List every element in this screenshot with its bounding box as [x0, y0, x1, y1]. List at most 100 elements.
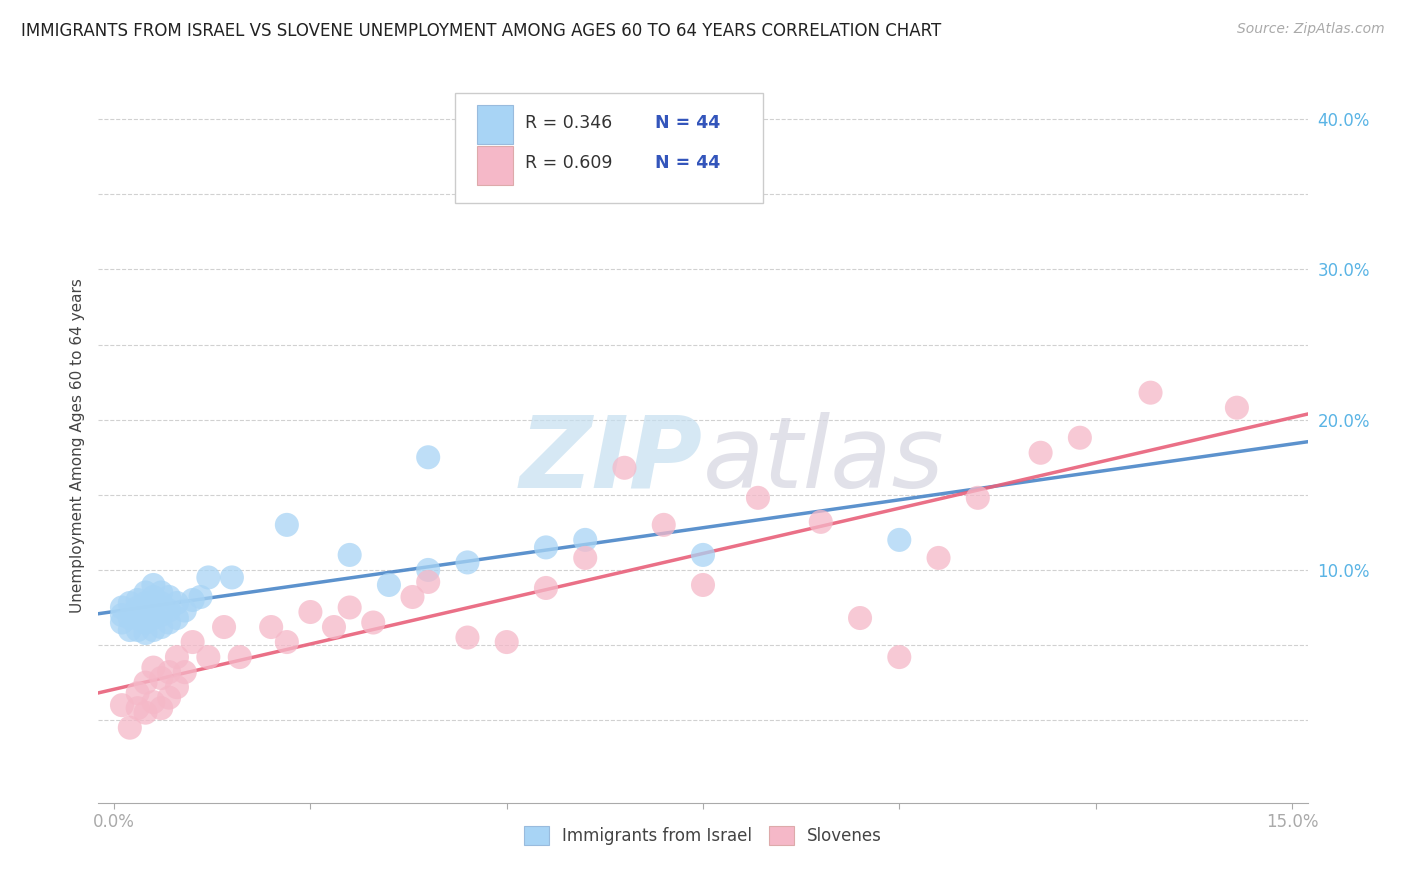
Point: [810, 515, 832, 529]
Point: [418, 574, 440, 589]
Point: [966, 491, 988, 505]
Point: [135, 605, 157, 619]
Text: R = 0.346: R = 0.346: [526, 114, 613, 132]
Point: [574, 533, 596, 547]
Point: [166, 596, 188, 610]
Point: [150, 620, 173, 634]
Point: [142, 695, 165, 709]
Point: [118, 596, 141, 610]
Text: IMMIGRANTS FROM ISRAEL VS SLOVENE UNEMPLOYMENT AMONG AGES 60 TO 64 YEARS CORRELA: IMMIGRANTS FROM ISRAEL VS SLOVENE UNEMPL…: [21, 22, 942, 40]
Point: [1226, 401, 1249, 415]
Point: [118, 721, 141, 735]
Text: N = 44: N = 44: [655, 114, 720, 132]
Point: [299, 605, 322, 619]
Point: [127, 600, 149, 615]
Point: [135, 615, 157, 630]
Point: [150, 607, 173, 622]
Point: [197, 570, 219, 584]
Point: [157, 665, 180, 679]
Point: [276, 517, 298, 532]
Point: [323, 620, 346, 634]
Point: [173, 665, 195, 679]
Point: [135, 706, 157, 720]
Point: [142, 590, 165, 604]
Point: [361, 615, 384, 630]
Text: atlas: atlas: [703, 412, 945, 508]
Point: [118, 611, 141, 625]
Point: [260, 620, 283, 634]
Point: [378, 578, 401, 592]
Point: [142, 600, 165, 615]
FancyBboxPatch shape: [477, 105, 513, 145]
Point: [127, 623, 149, 637]
Point: [574, 550, 596, 565]
Point: [652, 517, 675, 532]
Y-axis label: Unemployment Among Ages 60 to 64 years: Unemployment Among Ages 60 to 64 years: [69, 278, 84, 614]
Point: [142, 611, 165, 625]
Point: [190, 590, 212, 604]
FancyBboxPatch shape: [477, 145, 513, 185]
Point: [456, 631, 478, 645]
Point: [118, 623, 141, 637]
Point: [111, 615, 134, 630]
Point: [1029, 446, 1052, 460]
Point: [166, 611, 188, 625]
Point: [142, 578, 165, 592]
Point: [418, 563, 440, 577]
Point: [889, 533, 911, 547]
Point: [111, 698, 134, 713]
Point: [135, 596, 157, 610]
Point: [212, 620, 235, 634]
Legend: Immigrants from Israel, Slovenes: Immigrants from Israel, Slovenes: [517, 819, 889, 852]
Point: [150, 596, 173, 610]
Point: [197, 650, 219, 665]
Point: [142, 660, 165, 674]
Text: R = 0.609: R = 0.609: [526, 154, 613, 172]
Point: [111, 600, 134, 615]
Point: [534, 541, 557, 555]
Point: [181, 635, 204, 649]
Point: [276, 635, 298, 649]
Point: [692, 548, 714, 562]
Point: [456, 556, 478, 570]
Point: [221, 570, 243, 584]
Point: [166, 650, 188, 665]
Point: [613, 460, 636, 475]
Point: [534, 581, 557, 595]
Point: [418, 450, 440, 465]
Point: [401, 590, 423, 604]
Text: ZIP: ZIP: [520, 412, 703, 508]
Point: [157, 590, 180, 604]
Point: [849, 611, 872, 625]
Point: [889, 650, 911, 665]
Point: [747, 491, 769, 505]
Point: [157, 603, 180, 617]
Text: N = 44: N = 44: [655, 154, 720, 172]
Point: [928, 550, 950, 565]
Point: [1139, 385, 1161, 400]
Point: [135, 626, 157, 640]
Text: Source: ZipAtlas.com: Source: ZipAtlas.com: [1237, 22, 1385, 37]
Point: [495, 635, 517, 649]
Point: [135, 585, 157, 599]
FancyBboxPatch shape: [456, 93, 763, 203]
Point: [157, 690, 180, 705]
Point: [1069, 431, 1091, 445]
Point: [127, 593, 149, 607]
Point: [339, 600, 361, 615]
Point: [142, 623, 165, 637]
Point: [692, 578, 714, 592]
Point: [339, 548, 361, 562]
Point: [150, 671, 173, 685]
Point: [166, 680, 188, 694]
Point: [150, 701, 173, 715]
Point: [127, 611, 149, 625]
Point: [135, 675, 157, 690]
Point: [229, 650, 252, 665]
Point: [173, 603, 195, 617]
Point: [181, 593, 204, 607]
Point: [157, 615, 180, 630]
Point: [127, 701, 149, 715]
Point: [127, 686, 149, 700]
Point: [150, 585, 173, 599]
